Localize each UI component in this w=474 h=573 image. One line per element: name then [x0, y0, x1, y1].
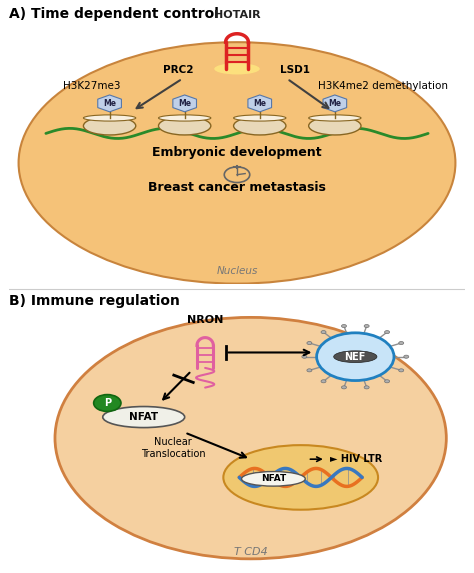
Text: NFAT: NFAT	[261, 474, 286, 484]
Circle shape	[321, 380, 326, 383]
Circle shape	[321, 331, 326, 333]
Text: Me: Me	[253, 99, 266, 108]
Ellipse shape	[242, 472, 305, 486]
Circle shape	[302, 355, 307, 358]
Text: ► HIV LTR: ► HIV LTR	[330, 454, 383, 464]
Text: NRON: NRON	[187, 315, 223, 325]
Ellipse shape	[234, 115, 286, 121]
Text: B) Immune regulation: B) Immune regulation	[9, 293, 180, 308]
Circle shape	[364, 386, 369, 389]
Polygon shape	[173, 95, 197, 112]
Text: Me: Me	[178, 99, 191, 108]
Circle shape	[307, 342, 312, 344]
Text: NFAT: NFAT	[129, 412, 158, 422]
Circle shape	[384, 331, 390, 333]
Text: Me: Me	[103, 99, 116, 108]
Text: PRC2: PRC2	[163, 65, 194, 74]
Polygon shape	[248, 95, 272, 112]
Circle shape	[384, 380, 390, 383]
Ellipse shape	[223, 445, 378, 510]
Circle shape	[307, 369, 312, 372]
Text: P: P	[104, 398, 111, 408]
Ellipse shape	[83, 117, 136, 135]
Circle shape	[364, 324, 369, 328]
Circle shape	[341, 324, 346, 328]
Circle shape	[55, 317, 447, 559]
Circle shape	[94, 395, 121, 411]
Ellipse shape	[103, 406, 185, 427]
Ellipse shape	[83, 115, 136, 121]
Text: NEF: NEF	[345, 352, 366, 362]
Text: A) Time dependent control: A) Time dependent control	[9, 7, 219, 21]
Text: HOTAIR: HOTAIR	[214, 10, 260, 20]
Text: Me: Me	[328, 99, 341, 108]
Polygon shape	[98, 95, 121, 112]
Circle shape	[399, 342, 404, 344]
Circle shape	[399, 369, 404, 372]
Text: LSD1: LSD1	[280, 65, 310, 74]
Text: Embryonic development: Embryonic development	[152, 146, 322, 159]
Ellipse shape	[18, 42, 456, 284]
Text: H3K27me3: H3K27me3	[63, 81, 120, 91]
Ellipse shape	[158, 117, 211, 135]
Text: Nucleus: Nucleus	[216, 266, 258, 276]
Ellipse shape	[214, 63, 260, 74]
Ellipse shape	[309, 115, 361, 121]
Text: Breast cancer metastasis: Breast cancer metastasis	[148, 181, 326, 194]
Polygon shape	[323, 95, 346, 112]
Ellipse shape	[158, 115, 211, 121]
Circle shape	[341, 386, 346, 389]
Text: Nuclear
Translocation: Nuclear Translocation	[141, 437, 206, 459]
Ellipse shape	[234, 117, 286, 135]
Text: H3K4me2 demethylation: H3K4me2 demethylation	[318, 81, 447, 91]
Circle shape	[404, 355, 409, 358]
Ellipse shape	[309, 117, 361, 135]
Ellipse shape	[334, 351, 377, 363]
Text: T CD4: T CD4	[234, 547, 267, 557]
Circle shape	[317, 333, 394, 380]
